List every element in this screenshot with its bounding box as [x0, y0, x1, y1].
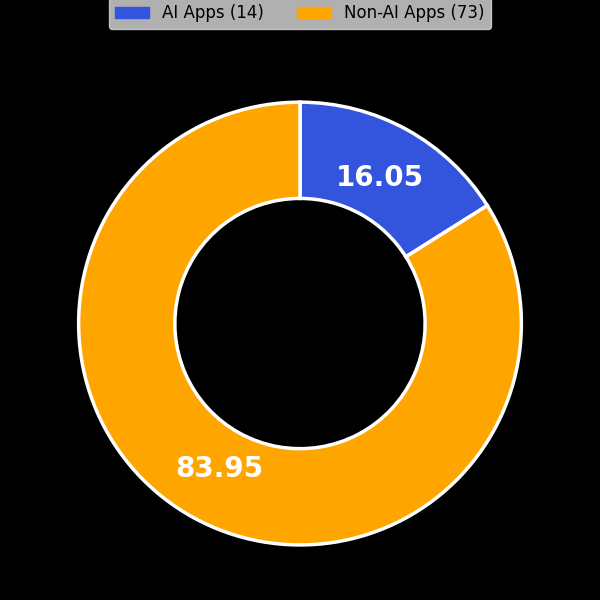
Text: 83.95: 83.95 [176, 455, 264, 483]
Text: 16.05: 16.05 [336, 164, 424, 192]
Legend: AI Apps (14), Non-AI Apps (73): AI Apps (14), Non-AI Apps (73) [109, 0, 491, 29]
Wedge shape [300, 102, 487, 257]
Wedge shape [79, 102, 521, 545]
